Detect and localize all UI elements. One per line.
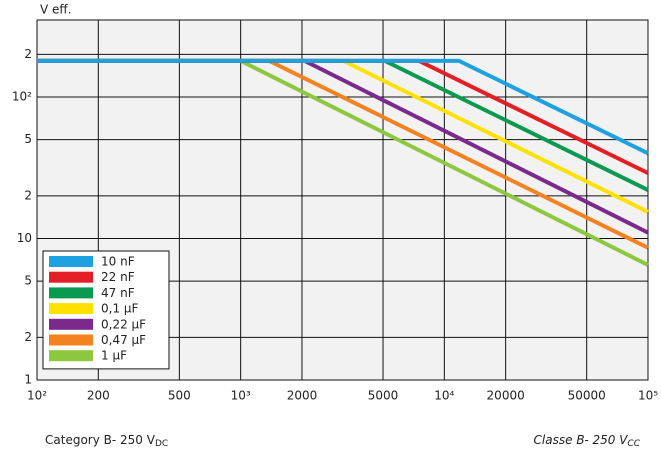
x-tick-label: 2000 [287,389,318,403]
legend-label: 0,1 µF [101,302,139,316]
legend-swatch [49,256,93,267]
y-axis-label: V eff. [40,3,72,17]
footnote-sub: DC [155,439,168,449]
legend-swatch [49,334,93,346]
x-tick-label: 10⁴ [434,389,454,403]
y-tick-label: 2 [24,188,32,202]
x-tick-label: 10³ [231,389,251,403]
y-tick-label: 5 [24,274,32,288]
x-tick-label: 10⁵ [638,389,658,403]
y-tick-label: 1 [24,373,32,387]
y-tick-label: 2 [24,330,32,344]
legend-swatch [49,287,93,299]
legend-label: 47 nF [101,286,135,300]
y-tick-label: 2 [24,47,32,61]
footnote-text: Classe B- 250 V [534,433,629,447]
legend-label: 0,22 µF [101,317,146,331]
plot-border [36,19,649,381]
legend-label: 0,47 µF [101,333,146,347]
legend-swatch [49,318,93,330]
x-tick-label: 200 [87,389,110,403]
x-tick-label: 10² [27,389,47,403]
legend-label: 22 nF [101,270,135,284]
x-tick-label: 50000 [568,389,606,403]
x-tick-label: 20000 [487,389,525,403]
y-tick-label: 10² [12,89,32,103]
x-tick-label: 500 [168,389,191,403]
footnote-right: Classe B- 250 VCC [534,433,641,449]
legend-label: 1 µF [101,349,127,363]
footnote-text: Category B- 250 V [45,433,156,447]
legend-swatch [49,303,93,315]
legend-label: 10 nF [101,255,135,269]
legend-swatch [49,271,93,283]
footnote-sub: CC [627,439,640,449]
y-tick-label: 10 [17,231,32,245]
footnote-left: Category B- 250 VDC [45,433,168,449]
legend-swatch [49,350,93,362]
series-line [37,58,649,156]
x-tick-label: 5000 [368,389,399,403]
y-tick-label: 5 [24,132,32,146]
